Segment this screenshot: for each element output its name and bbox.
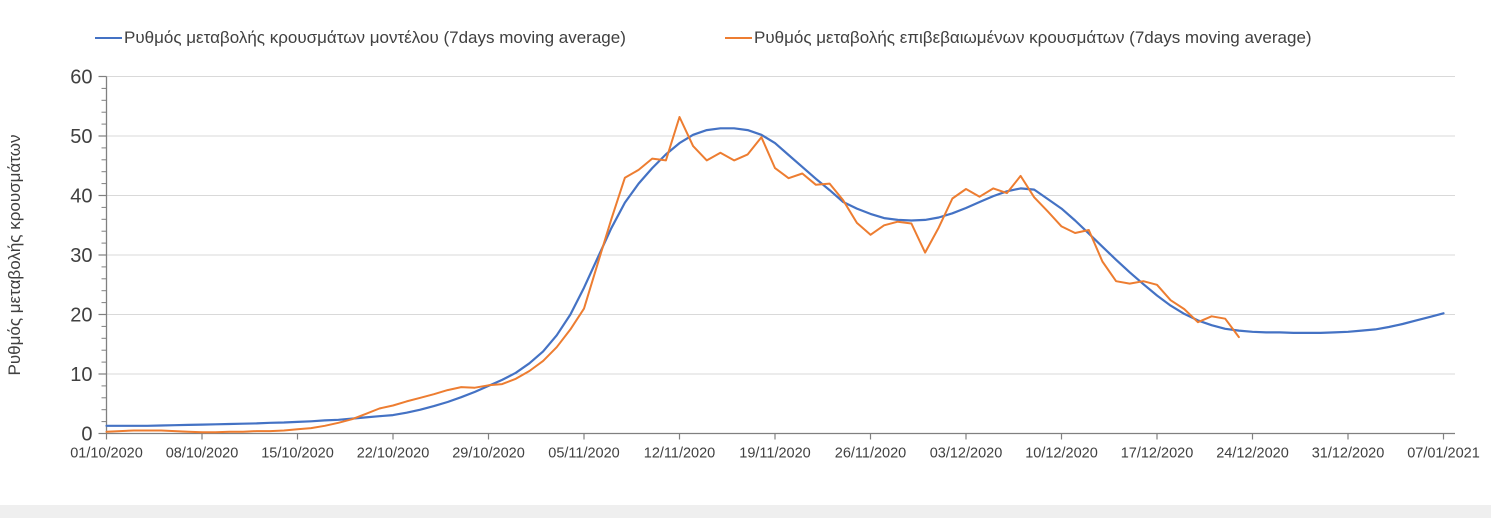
legend-label-model: Ρυθμός μεταβολής κρουσμάτων μοντέλου (7d… [124,28,626,47]
x-tick-label: 31/12/2020 [1312,446,1385,462]
legend-label-confirmed: Ρυθμός μεταβολής επιβεβαιωμένων κρουσμάτ… [754,28,1312,47]
x-tick-label: 22/10/2020 [357,446,430,462]
y-axis-title: Ρυθμός μεταβολής κρουσμάτων [5,135,24,376]
y-tick-label: 0 [81,424,92,446]
x-tick-label: 01/10/2020 [70,446,143,462]
x-tick-label: 26/11/2020 [835,446,907,462]
model-line-swatch-icon [95,37,122,39]
x-tick-label: 24/12/2020 [1216,446,1289,462]
confirmed-series-line [105,116,1240,434]
y-tick-label: 60 [70,67,92,89]
axes-group [105,76,1455,435]
y-tick-label: 10 [70,364,92,386]
legend-item-model: Ρυθμός μεταβολής κρουσμάτων μοντέλου (7d… [95,28,626,48]
x-tick-label: 19/11/2020 [739,446,811,462]
ticks-group [98,75,1445,440]
x-tick-label: 05/11/2020 [548,446,620,462]
legend-item-confirmed: Ρυθμός μεταβολής επιβεβαιωμένων κρουσμάτ… [725,28,1312,48]
y-tick-label: 40 [70,186,92,208]
labels-group: 0 10 20 30 40 50 60 01/10/2020 08/10/2020 15/10/2… [70,67,1480,462]
x-tick-label: 10/12/2020 [1025,446,1098,462]
series-group [105,116,1445,434]
model-series-line [105,127,1445,427]
x-tick-label: 03/12/2020 [930,446,1003,462]
gridlines-group [106,76,1455,375]
y-tick-label: 50 [70,126,92,148]
confirmed-line-swatch-icon [725,37,752,39]
x-tick-label: 17/12/2020 [1121,446,1194,462]
x-tick-label: 12/11/2020 [644,446,716,462]
x-tick-label: 15/10/2020 [261,446,334,462]
x-tick-label: 08/10/2020 [166,446,239,462]
y-tick-label: 30 [70,245,92,267]
y-tick-label: 20 [70,305,92,327]
bottom-strip [0,505,1491,518]
x-tick-label: 07/01/2021 [1407,446,1480,462]
x-tick-label: 29/10/2020 [452,446,525,462]
